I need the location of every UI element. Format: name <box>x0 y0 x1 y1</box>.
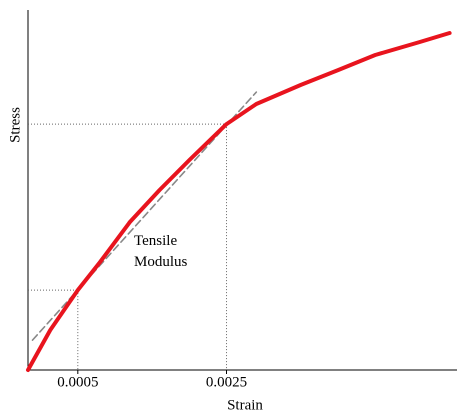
x-tick-label: 0.0025 <box>206 374 247 390</box>
x-tick-label: 0.0005 <box>57 374 98 390</box>
annotation: Tensile Modulus <box>134 233 188 270</box>
stress-strain-curve <box>26 31 452 372</box>
x-axis-label: Strain <box>227 397 263 413</box>
y-axis-label: Stress <box>7 107 23 143</box>
